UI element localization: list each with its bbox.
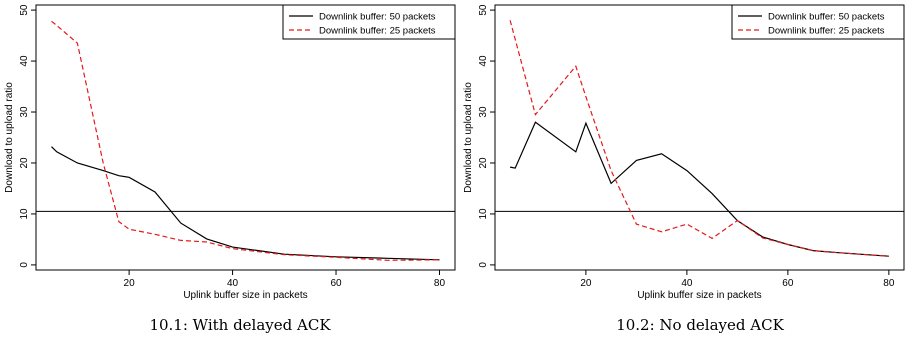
legend-box — [282, 4, 456, 40]
legend-label-1: Downlink buffer: 50 packets — [768, 12, 885, 23]
legend-label-2: Downlink buffer: 25 packets — [768, 26, 885, 37]
x-tick-label: 20 — [124, 278, 136, 289]
y-tick-label: 30 — [478, 106, 489, 118]
legend-label-1: Downlink buffer: 50 packets — [319, 12, 436, 23]
series-line-2 — [51, 20, 440, 261]
y-tick-label: 0 — [19, 262, 30, 268]
y-tick-label: 50 — [19, 4, 30, 16]
plot-frame — [35, 4, 456, 271]
legend-box — [731, 4, 905, 40]
y-tick-label: 30 — [19, 106, 30, 118]
x-tick-label: 80 — [883, 278, 895, 289]
y-tick-label: 10 — [19, 208, 30, 220]
x-tick-label: 80 — [434, 278, 446, 289]
x-axis-label: Uplink buffer size in packets — [183, 290, 307, 301]
chart-panel-2: 20 40 60 80 0 10 20 30 40 50 Uplink buffer size in… — [463, 4, 905, 334]
y-tick-label: 40 — [19, 55, 30, 67]
y-tick-label: 50 — [478, 4, 489, 16]
legend: Downlink buffer: 50 packets Downlink buff… — [731, 4, 905, 40]
x-tick-label: 20 — [580, 278, 592, 289]
x-tick-label: 40 — [681, 278, 693, 289]
plot-frame — [494, 4, 905, 271]
caption: 10.2: No delayed ACK — [616, 316, 784, 334]
y-axis-label: Download to upload ratio — [4, 82, 15, 193]
x-axis-label: Uplink buffer size in packets — [637, 290, 761, 301]
legend-label-2: Downlink buffer: 25 packets — [319, 26, 436, 37]
y-tick-label: 0 — [478, 262, 489, 268]
series-line-2 — [509, 20, 889, 257]
series-line-1 — [509, 121, 889, 257]
y-axis-label: Download to upload ratio — [463, 82, 474, 193]
x-tick-label: 60 — [330, 278, 342, 289]
y-tick-label: 20 — [478, 157, 489, 169]
caption: 10.1: With delayed ACK — [149, 316, 331, 334]
series-line-1 — [51, 146, 440, 261]
y-tick-label: 10 — [478, 208, 489, 220]
legend: Downlink buffer: 50 packets Downlink buff… — [282, 4, 456, 40]
x-tick-label: 60 — [782, 278, 794, 289]
x-tick-label: 40 — [227, 278, 239, 289]
y-tick-label: 40 — [478, 55, 489, 67]
y-tick-label: 20 — [19, 157, 30, 169]
chart-panel-1: 20 40 60 80 0 10 20 30 40 50 Uplink buffer size in… — [4, 4, 456, 334]
